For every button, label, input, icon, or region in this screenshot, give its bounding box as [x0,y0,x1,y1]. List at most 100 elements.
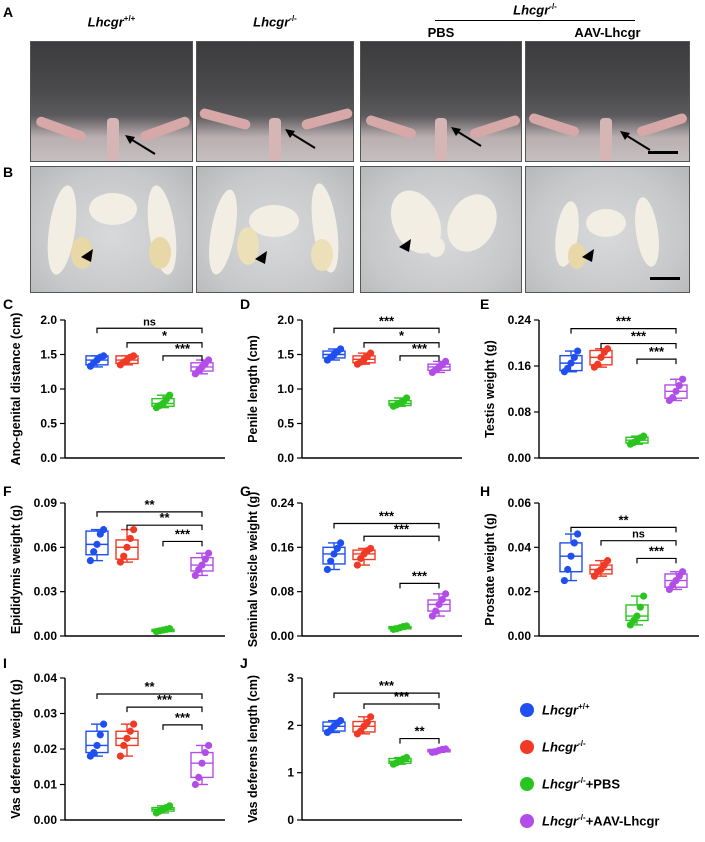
y-tick-label: 0.00 [34,813,58,827]
scale-bar [648,151,678,154]
y-tick-label: 0.00 [508,451,532,465]
significance-bracket [570,526,677,533]
significance-label: *** [379,509,395,524]
significance-bracket [96,511,203,517]
significance-bracket [363,703,440,710]
box [190,556,214,572]
arrow-icon [451,127,482,147]
data-point [90,748,98,757]
data-point [116,752,124,760]
significance-bracket [363,342,440,348]
panel-label-d: D [240,296,251,312]
panel-label-e: E [480,296,490,312]
significance-bracket [333,692,440,699]
legend-dot-icon [520,777,534,791]
data-point [640,432,648,440]
y-tick-label: 0.00 [271,629,295,643]
significance-bracket [636,557,677,564]
significance-label: ns [632,529,645,541]
photo-a-wild-type [30,41,193,162]
significance-bracket [636,358,677,365]
y-tick-label: 0.06 [34,540,58,554]
y-axis-label: Prostate weight (g) [483,513,497,626]
y-axis-label: Vas deferens length (cm) [246,675,260,823]
significance-bracket [96,327,203,334]
data-point [574,347,582,355]
significance-label: *** [175,341,191,356]
significance-bracket [600,540,677,546]
photo-b-pbs [360,166,522,293]
y-tick-label: 0.5 [277,417,294,431]
data-point [367,544,375,553]
significance-label: ** [618,512,629,527]
data-point [86,557,94,565]
data-point [191,571,199,580]
legend-dot-icon [520,814,534,828]
significance-label: *** [379,678,395,693]
data-point [201,555,209,563]
data-point [123,734,131,742]
panel-label-a: A [3,4,14,20]
data-point [403,622,411,630]
data-point [367,713,375,721]
data-point [567,552,575,560]
arrow-icon [620,131,651,151]
header-wild-type: Lhcgr+/+ [87,14,136,30]
significance-bracket [96,693,203,699]
data-point [130,352,138,360]
data-point [337,717,345,725]
data-point [574,530,582,538]
photo-a-knockout [196,41,354,162]
y-tick-label: 0.16 [271,540,295,554]
data-point [597,353,605,361]
significance-label: *** [649,543,665,558]
data-point [130,720,138,728]
y-axis-label: Penile length (cm) [246,335,260,443]
significance-label: *** [616,314,632,329]
significance-bracket [162,355,203,361]
y-tick-label: 0.04 [508,540,532,554]
data-point [633,612,641,620]
significance-label: *** [175,526,191,541]
data-point [636,603,644,611]
data-point [166,802,174,810]
significance-bracket [126,706,203,713]
y-tick-label: 1.0 [277,382,294,396]
data-point [116,558,124,566]
significance-bracket [363,535,440,542]
y-tick-label: 0.16 [508,359,532,373]
photo-a-pbs [360,41,522,162]
y-tick-label: 0.03 [34,585,58,599]
data-point [166,625,174,633]
data-point [100,352,108,360]
arrowhead-icon [399,239,411,252]
data-point [594,360,602,368]
photo-b-knockout [196,166,354,293]
y-tick-label: 2.0 [40,313,57,327]
data-point [327,557,335,565]
data-point [669,394,677,402]
y-tick-label: 0.0 [40,451,57,465]
data-point [640,592,648,600]
chart-vas-deferens-weight: 0.00 0.01 0.02 0.03 0.04 Vas deferens weight … [9,671,225,827]
data-point [442,357,450,365]
significance-label: *** [379,313,395,328]
header-group-rule [435,20,635,21]
y-tick-label: 1.5 [277,348,294,362]
data-point [432,607,440,615]
significance-label: *** [412,341,428,356]
data-point [198,759,206,767]
arrow-icon [285,129,316,149]
box [115,539,139,560]
legend-dot-icon [520,703,534,717]
y-tick-label: 0.5 [40,417,57,431]
chart-seminal-vesicle-weight: 0.00 0.08 0.16 0.24 Seminal vesicle weight (… [246,492,462,647]
arrowhead-icon [582,249,594,262]
data-point [166,391,174,399]
data-point [100,526,108,534]
arrowhead-icon [255,251,267,264]
photo-b-wild-type [30,166,193,293]
